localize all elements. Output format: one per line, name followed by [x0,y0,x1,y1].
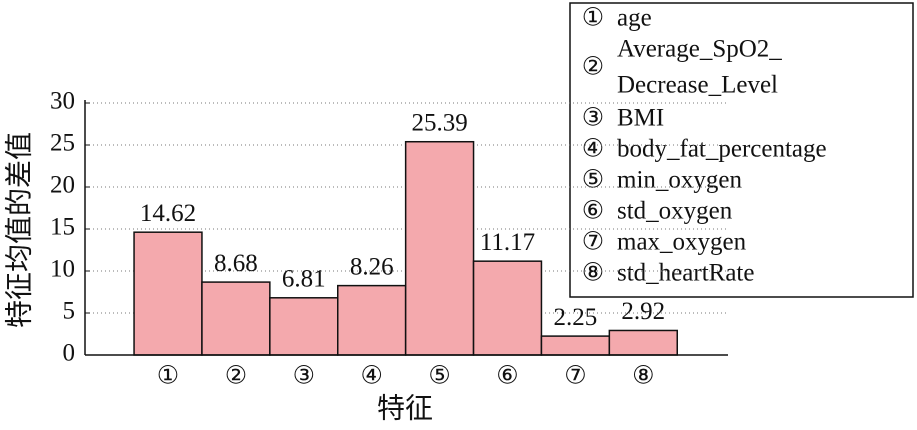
y-tick-label: 25 [50,130,75,157]
y-tick-label: 15 [50,214,75,241]
value-label: 2.92 [621,298,665,325]
x-tick-label: ⑥ [496,363,518,390]
y-tick-label: 0 [63,340,76,367]
legend-label: age [617,5,652,32]
x-axis-label: 特征 [377,392,433,424]
y-tick-label: 30 [50,88,75,115]
bar [608,329,678,356]
legend-marker: ⑤ [582,167,604,194]
bar [201,281,271,356]
legend-label: std_heartRate [617,260,754,287]
value-label: 8.68 [214,250,258,277]
bar [269,297,339,356]
y-tick-label: 20 [50,172,75,199]
x-tick-label: ④ [360,363,382,390]
x-tick-label: ③ [293,363,315,390]
legend-marker: ② [582,54,604,81]
legend-marker: ④ [582,136,604,163]
legend-label: Average_SpO2_ [617,36,782,63]
value-label: 14.62 [140,200,196,227]
value-label: 6.81 [282,266,326,293]
bar [337,284,407,356]
y-tick-label: 10 [50,256,75,283]
value-label: 2.25 [554,304,598,331]
legend-box [569,2,914,298]
value-label: 11.17 [480,229,535,256]
legend-marker: ⑧ [582,260,604,287]
x-tick-label: ⑦ [564,363,586,390]
y-axis-label: 特征均值的差值 [3,132,35,328]
legend-label: body_fat_percentage [617,136,827,163]
legend-label: min_oxygen [617,167,742,194]
legend-label: BMI [617,105,664,132]
x-tick-label: ② [225,363,247,390]
value-label: 8.26 [350,253,394,280]
bar [472,260,543,356]
bar [404,140,475,356]
legend-label: max_oxygen [617,229,747,256]
legend-label: std_oxygen [617,198,733,225]
x-tick-label: ⑧ [632,363,654,390]
y-tick-label: 5 [63,298,76,325]
value-label: 25.39 [411,109,467,136]
legend-marker: ⑥ [582,198,604,225]
x-tick-label: ⑤ [428,363,450,390]
x-tick-label: ① [157,363,179,390]
legend: ① age ② Average_SpO2_ Decrease_Level ③ BMI ④ bod… [569,2,914,298]
legend-marker: ⑦ [582,229,604,256]
legend-marker: ③ [582,105,604,132]
legend-label: Decrease_Level [617,72,778,99]
bar [133,231,203,356]
bar [540,335,611,356]
legend-marker: ① [582,5,604,32]
